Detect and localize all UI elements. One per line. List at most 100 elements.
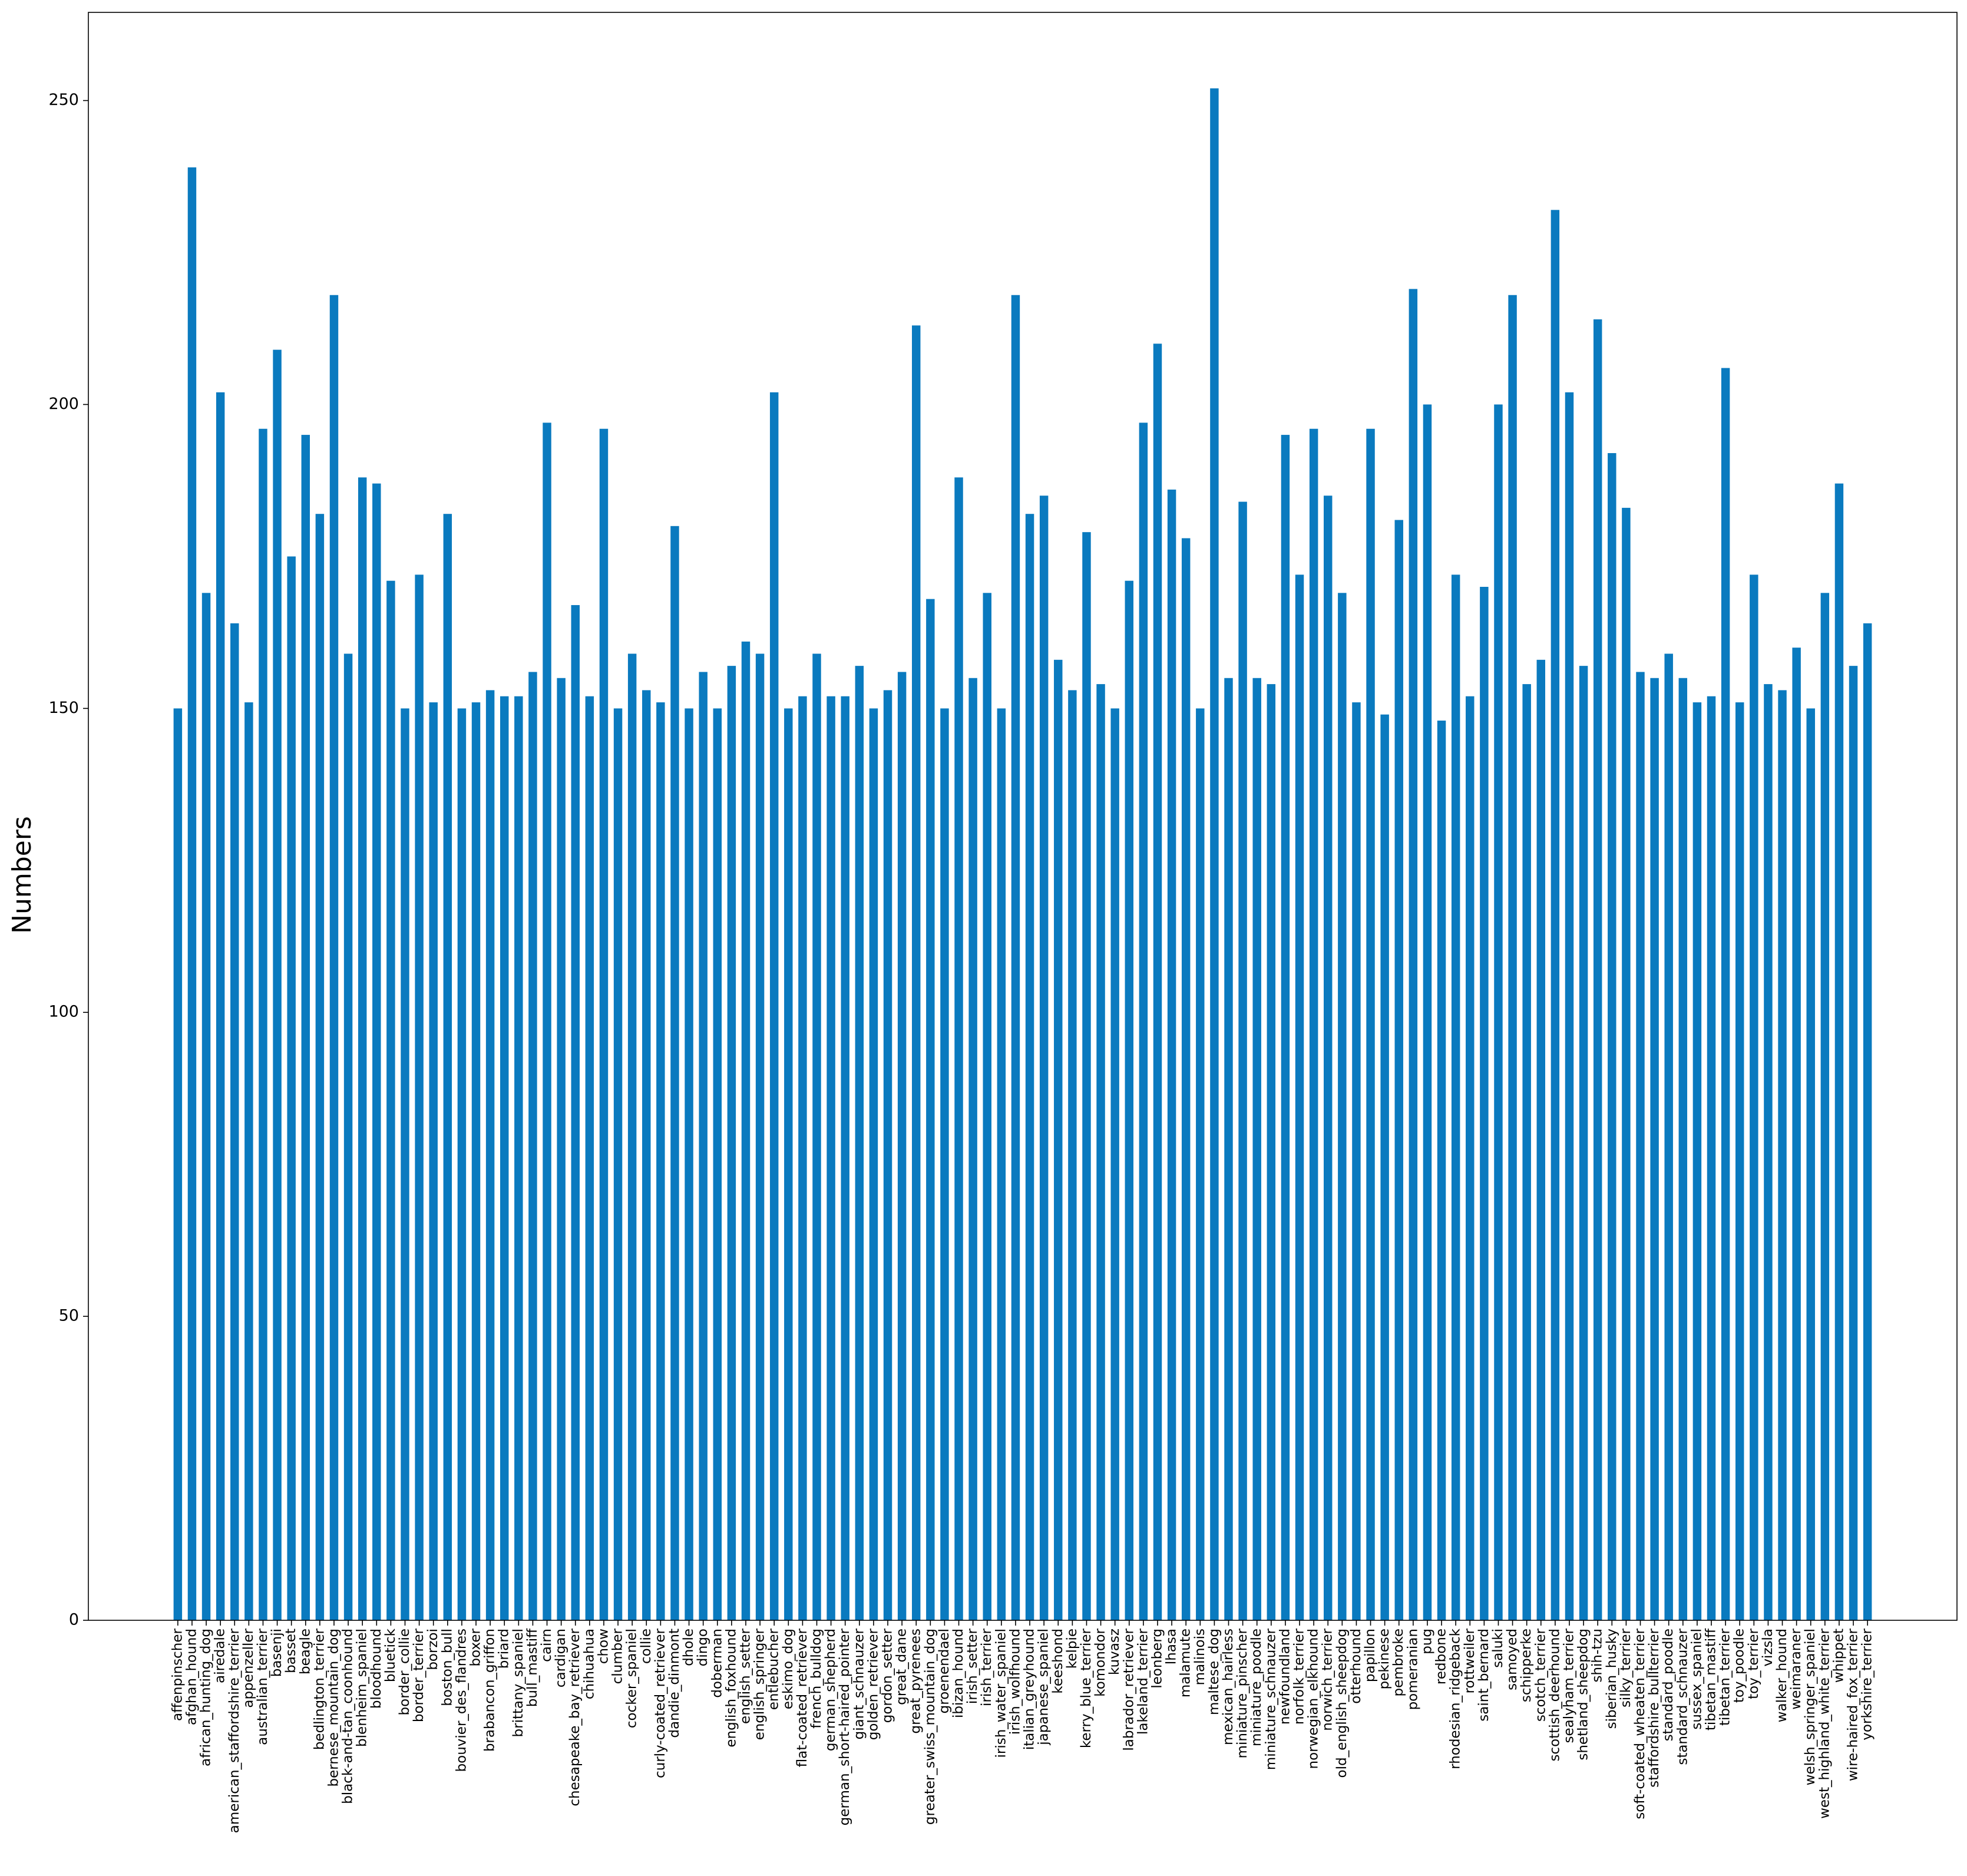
x-tick-label: scottish_deerhound xyxy=(1547,1629,1562,1762)
x-tick-label: samoyed xyxy=(1505,1629,1520,1690)
bar xyxy=(869,708,878,1620)
x-tick-label: african_hunting_dog xyxy=(199,1629,214,1766)
x-tick-label: border_collie xyxy=(397,1629,412,1715)
bar xyxy=(1664,653,1673,1620)
bar xyxy=(1820,593,1830,1621)
bar xyxy=(883,690,892,1620)
x-tick-label: english_setter xyxy=(738,1628,753,1723)
bar xyxy=(1565,392,1574,1621)
x-tick-label: saint_bernard xyxy=(1476,1629,1492,1722)
bar xyxy=(1210,88,1219,1621)
x-tick-label: greater_swiss_mountain_dog xyxy=(923,1629,938,1825)
x-tick-label: toy_terrier xyxy=(1746,1628,1761,1699)
x-tick-label: affenpinscher xyxy=(170,1628,185,1721)
bar xyxy=(1636,672,1645,1620)
bar xyxy=(1082,532,1091,1621)
bar xyxy=(244,702,253,1620)
bar xyxy=(500,696,509,1620)
x-tick-label: australian_terrier xyxy=(255,1628,270,1745)
x-tick-label: norfolk_terrier xyxy=(1292,1628,1307,1725)
bar xyxy=(1409,289,1418,1620)
bar xyxy=(415,574,424,1620)
bar xyxy=(1764,684,1773,1620)
x-tick-label: german_shepherd xyxy=(823,1629,838,1751)
bar xyxy=(201,593,211,1621)
bar xyxy=(1508,295,1517,1620)
x-tick-label: sussex_spaniel xyxy=(1689,1629,1704,1730)
x-tick-label: chihuahua xyxy=(581,1629,597,1699)
x-tick-label: miniature_poodle xyxy=(1249,1629,1264,1746)
bar xyxy=(727,666,736,1620)
bar xyxy=(1096,684,1105,1620)
x-tick-label: siberian_husky xyxy=(1604,1629,1619,1729)
x-tick-label: bouvier_des_flandres xyxy=(454,1629,469,1772)
bar xyxy=(1721,368,1730,1621)
x-tick-label: american_staffordshire_terrier xyxy=(227,1628,242,1833)
x-tick-label: cairn xyxy=(539,1629,554,1662)
x-tick-label: doberman xyxy=(709,1629,725,1698)
bar xyxy=(812,653,821,1620)
x-tick-label: great_dane xyxy=(894,1629,910,1705)
bar xyxy=(372,483,381,1620)
bar xyxy=(1167,489,1176,1620)
x-tick-label: dhole xyxy=(681,1629,696,1666)
bar xyxy=(1068,690,1077,1620)
x-tick-label: bull_mastiff xyxy=(525,1628,540,1707)
bar xyxy=(1863,623,1872,1620)
x-tick-label: tibetan_terrier xyxy=(1718,1628,1733,1726)
x-tick-label: redbone xyxy=(1434,1629,1449,1685)
x-tick-label: tibetan_mastiff xyxy=(1704,1628,1719,1730)
bar xyxy=(1252,678,1261,1620)
bar xyxy=(1295,574,1304,1620)
bar xyxy=(1834,483,1844,1620)
x-tick-label: french_bulldog xyxy=(809,1629,824,1729)
x-tick-label: beagle xyxy=(297,1629,313,1674)
bar xyxy=(386,580,395,1620)
bar xyxy=(1551,210,1560,1621)
bar xyxy=(613,708,623,1620)
x-tick-label: miniature_schnauzer xyxy=(1263,1628,1278,1770)
y-tick-label: 100 xyxy=(48,1003,79,1021)
bar xyxy=(1309,428,1318,1620)
bar xyxy=(287,556,296,1620)
x-tick-label: pekinese xyxy=(1377,1629,1392,1689)
y-tick-label: 0 xyxy=(69,1611,79,1629)
bar xyxy=(983,593,991,1621)
x-tick-label: afghan_hound xyxy=(184,1629,199,1725)
bar xyxy=(1536,659,1546,1620)
x-tick-label: bluetick xyxy=(383,1628,398,1682)
bar xyxy=(273,349,282,1620)
bar xyxy=(1139,422,1148,1620)
x-tick-label: yorkshire_terrier xyxy=(1860,1628,1875,1740)
x-tick-label: dandie_dinmont xyxy=(667,1629,682,1738)
x-tick-label: basenji xyxy=(269,1629,285,1677)
x-tick-label: giant_schnauzer xyxy=(851,1628,867,1739)
bar xyxy=(429,702,438,1620)
x-tick-label: mexican_hairless xyxy=(1221,1629,1236,1745)
bar xyxy=(1792,648,1801,1620)
bar xyxy=(216,392,225,1621)
x-tick-label: dingo xyxy=(695,1629,710,1666)
bar xyxy=(741,641,751,1620)
x-tick-label: standard_schnauzer xyxy=(1675,1628,1690,1765)
x-tick-label: chow xyxy=(596,1629,611,1664)
bar xyxy=(1451,574,1460,1620)
bar xyxy=(656,702,665,1620)
x-tick-label: entlebucher xyxy=(766,1628,782,1710)
x-tick-label: maltese_dog xyxy=(1206,1629,1222,1715)
bar xyxy=(230,623,239,1620)
bar xyxy=(1238,501,1247,1621)
x-tick-label: boxer xyxy=(468,1628,484,1666)
x-tick-label: komondor xyxy=(1093,1628,1108,1696)
bar xyxy=(1181,538,1191,1620)
bar xyxy=(1025,514,1034,1620)
x-tick-label: english_foxhound xyxy=(723,1629,739,1748)
x-tick-label: gordon_setter xyxy=(880,1628,895,1723)
x-tick-label: whippet xyxy=(1831,1629,1846,1683)
x-tick-label: pomeranian xyxy=(1405,1629,1420,1710)
bar xyxy=(1735,702,1744,1620)
bar xyxy=(401,708,409,1620)
bar xyxy=(543,422,551,1620)
bar xyxy=(784,708,793,1620)
x-tick-label: brabancon_griffon xyxy=(482,1629,498,1752)
